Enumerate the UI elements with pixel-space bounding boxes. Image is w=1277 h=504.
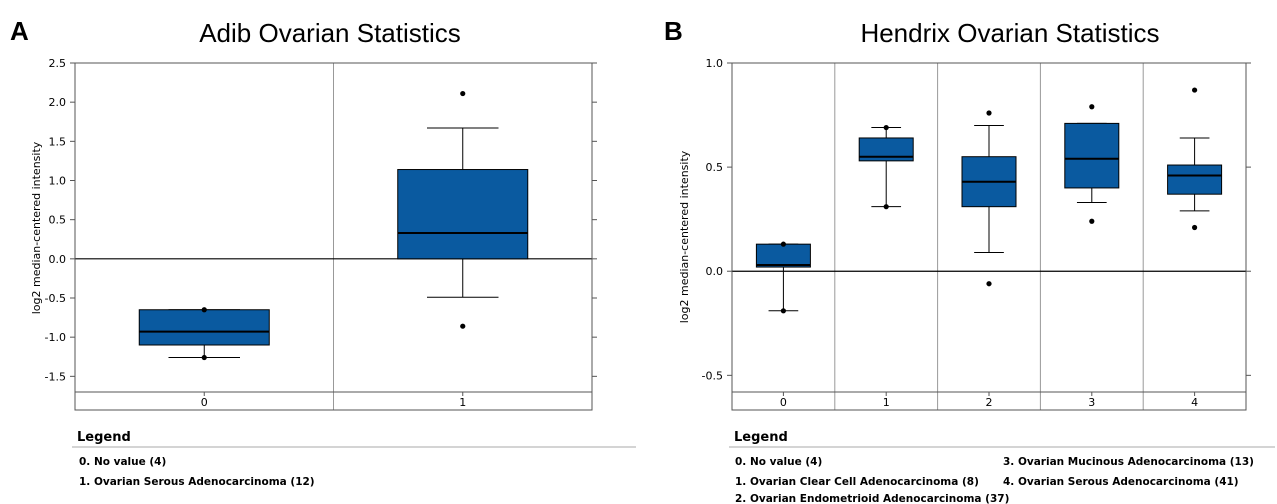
panel-a-y-tick-label: 1.0 (49, 175, 67, 188)
panel-a-y-tick-label: 0.5 (49, 214, 67, 227)
panel-b-box-4 (1167, 164, 1223, 195)
panel-b-outlier-point (986, 281, 992, 287)
panel-b-letter: B (664, 16, 683, 46)
panel-a-y-tick-label: -1.5 (45, 370, 66, 383)
panel-a-outlier-point (201, 354, 207, 361)
panel-b-x-tick-label: 4 (1191, 396, 1198, 409)
panel-a-legend-item-0: 0. No value (4) (79, 456, 166, 468)
panel-b-legend-item-2: 2. Ovarian Endometrioid Adenocarcinoma (… (735, 493, 1009, 504)
panel-b-x-tick-label: 0 (780, 396, 787, 409)
panel-a-y-tick-label: 0.0 (49, 253, 67, 266)
panel-b-x-tick-label: 1 (883, 396, 890, 409)
panel-a-y-tick-label: 2.5 (49, 57, 67, 70)
panel-b-box-0 (755, 243, 811, 268)
panel-b-box-3 (1064, 122, 1120, 189)
panel-b-outlier-point (883, 124, 889, 131)
panel-b-outlier-point (883, 204, 889, 210)
panel-a-legend-item-1: 1. Ovarian Serous Adenocarcinoma (12) (79, 476, 315, 488)
panel-a-y-tick-label: -1.0 (45, 331, 66, 344)
panel-b-outlier-point (1192, 87, 1198, 93)
panel-a-legend-title: Legend (77, 430, 131, 445)
panel-b-x-tick-label: 3 (1088, 396, 1095, 409)
panel-b-legend-item-4: 4. Ovarian Serous Adenocarcinoma (41) (1003, 476, 1239, 488)
panel-a-plot: 2.5 2.0 1.5 1.0 0.5 0.0 -0.5 -1.0 -1.5 0 1 (45, 57, 597, 411)
panel-b-plot-frame (731, 62, 1247, 411)
panel-b-outlier-point (1192, 224, 1198, 231)
panel-a-outlier-point (460, 90, 466, 97)
panel-a-y-axis-label: log2 median-centered intensity (30, 141, 43, 314)
panel-b-y-tick-label: 0.0 (706, 265, 724, 278)
panel-b-y-tick-label: 1.0 (706, 57, 724, 70)
panel-a-y-tick-label: 1.5 (49, 135, 67, 148)
panel-b-y-axis-label: log2 median-centered intensity (678, 150, 691, 323)
panel-a-x-tick-label: 1 (459, 396, 466, 409)
panel-a-title: Adib Ovarian Statistics (199, 18, 461, 48)
panel-a-outlier-point (460, 323, 466, 329)
panel-b-outlier-point (1089, 104, 1095, 110)
panel-b-title: Hendrix Ovarian Statistics (860, 18, 1159, 48)
panel-b-legend-item-1: 1. Ovarian Clear Cell Adenocarcinoma (8) (735, 476, 979, 488)
panel-b-outlier-point (780, 308, 787, 314)
panel-b-outlier-point (1089, 218, 1095, 224)
panel-a-y-tick-label: 2.0 (49, 96, 67, 109)
panel-b-outlier-point (986, 110, 992, 116)
panel-b-legend-title: Legend (734, 430, 788, 445)
panel-a-x-tick-label: 0 (201, 396, 208, 409)
panel-a-box-1 (397, 169, 529, 260)
panel-b-box-1 (858, 137, 914, 162)
panel-a-y-tick-label: -0.5 (45, 292, 66, 305)
panel-b-plot: 1.0 0.5 0.0 -0.5 0 1 2 3 4 (702, 57, 1251, 411)
panel-b-outlier-point (780, 241, 787, 247)
panel-b-y-tick-label: 0.5 (706, 161, 724, 174)
panel-b-legend-item-0: 0. No value (4) (735, 456, 822, 468)
panel-a-box-0 (138, 309, 270, 346)
panel-b-x-tick-label: 2 (986, 396, 993, 409)
panel-a-outlier-point (201, 307, 207, 313)
panel-b-legend-item-3: 3. Ovarian Mucinous Adenocarcinoma (13) (1003, 456, 1254, 468)
panel-a-letter: A (10, 16, 29, 46)
panel-a-plot-frame (74, 62, 593, 411)
panel-b-y-tick-label: -0.5 (702, 369, 723, 382)
